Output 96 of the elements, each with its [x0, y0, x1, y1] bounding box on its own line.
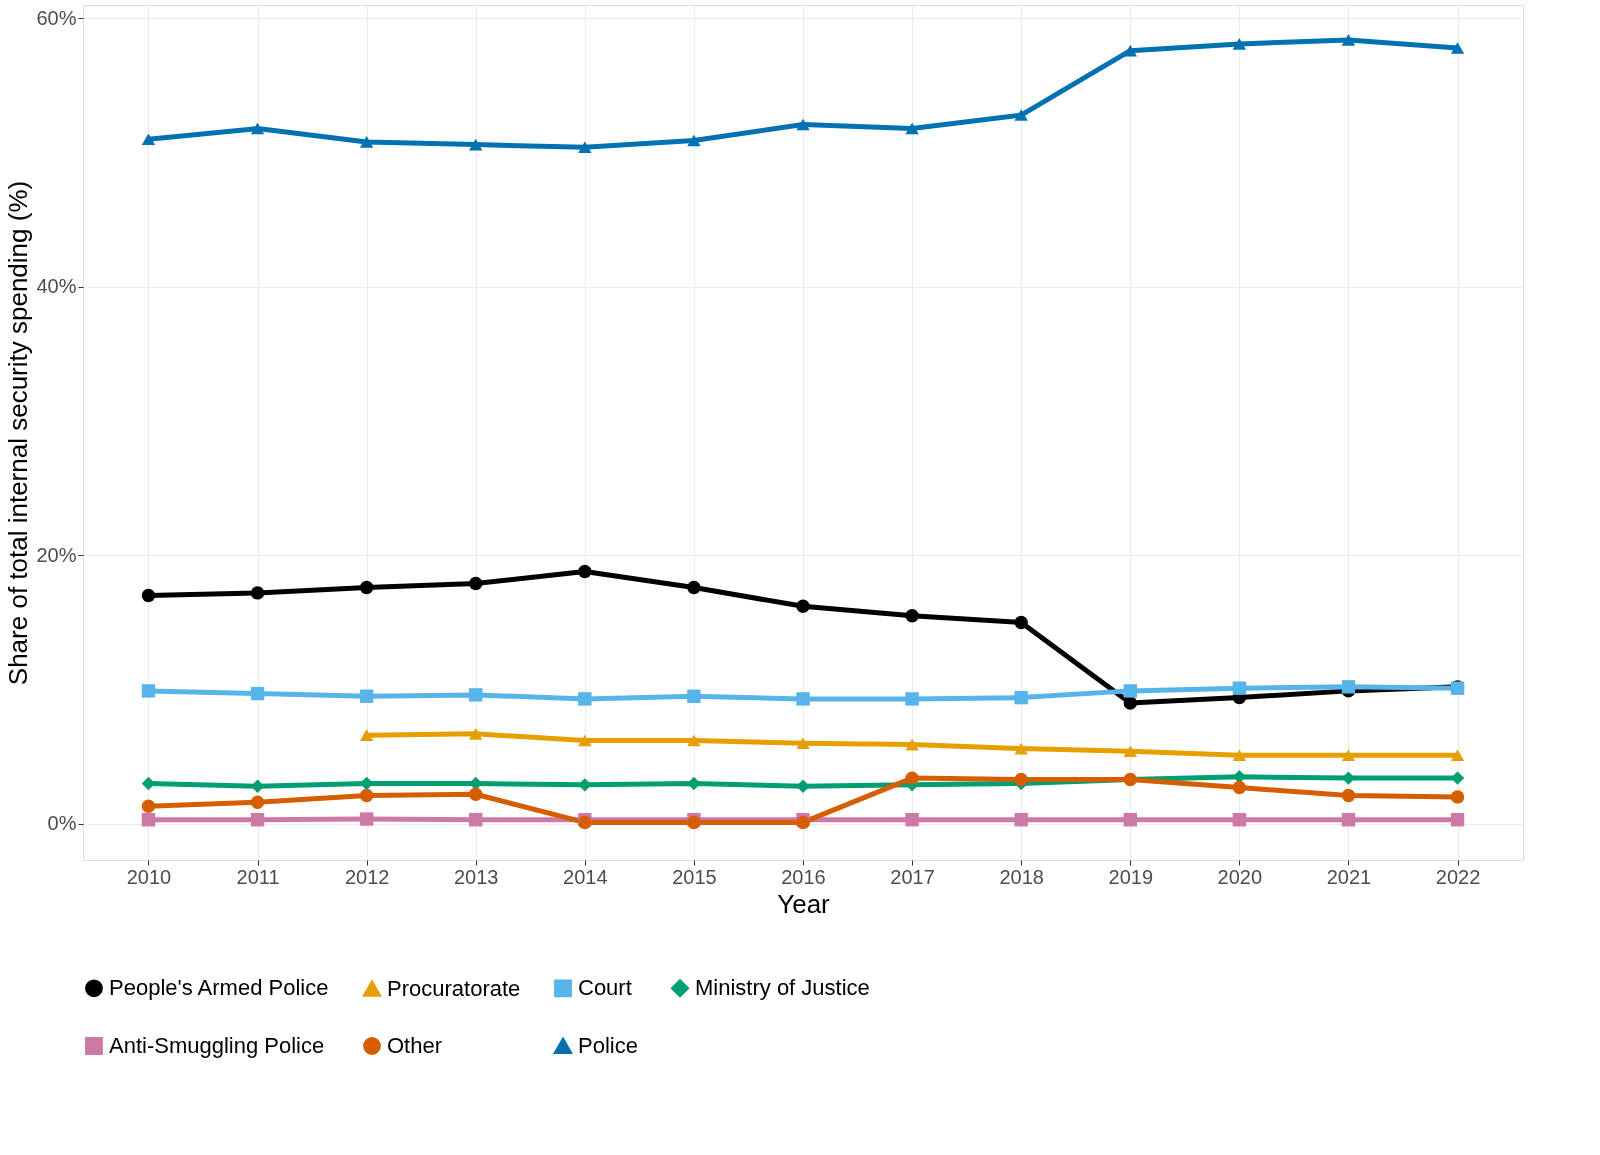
point	[250, 586, 265, 600]
point	[1341, 788, 1356, 803]
point	[578, 778, 592, 792]
legend-label: Police	[578, 1033, 638, 1058]
x-tick-label: 2012	[344, 865, 390, 888]
point	[796, 599, 810, 614]
point	[905, 738, 919, 751]
point	[359, 580, 374, 595]
point	[1014, 813, 1028, 827]
point	[250, 779, 265, 793]
x-tick-label: 2016	[781, 865, 826, 888]
point	[141, 133, 156, 146]
legend-label: Procuratorate	[387, 975, 521, 1001]
point	[905, 609, 919, 623]
point	[1123, 44, 1137, 57]
point	[905, 692, 919, 706]
point	[905, 813, 919, 827]
x-tick-label: 2013	[453, 865, 499, 888]
point	[1123, 684, 1137, 698]
point	[469, 138, 483, 151]
point	[250, 813, 265, 827]
point	[1232, 681, 1247, 695]
point	[141, 684, 156, 698]
x-tick-label: 2020	[1217, 865, 1263, 888]
point	[1450, 813, 1465, 827]
point	[1014, 772, 1028, 787]
x-tick-label: 2011	[236, 865, 280, 888]
point	[1123, 745, 1137, 758]
point	[469, 576, 483, 591]
point	[905, 122, 919, 135]
y-axis-title: Share of total internal security spending (%)	[3, 180, 34, 686]
point	[1450, 790, 1465, 804]
point	[141, 813, 156, 827]
point	[1341, 813, 1356, 827]
point	[250, 686, 265, 701]
point	[469, 728, 483, 740]
point	[905, 771, 919, 785]
point	[578, 141, 592, 154]
point	[687, 689, 701, 703]
point	[1232, 780, 1247, 795]
legend-label: Court	[578, 975, 632, 1001]
point	[687, 776, 701, 791]
point	[359, 136, 374, 148]
point	[1341, 680, 1356, 694]
point	[359, 689, 374, 703]
point	[687, 134, 701, 147]
x-tick-label: 2021	[1326, 865, 1372, 888]
point	[578, 734, 592, 747]
y-tick-label: 40%	[36, 275, 77, 298]
point	[1232, 813, 1247, 827]
point	[796, 692, 810, 706]
point	[469, 688, 483, 702]
legend-label: Anti-Smuggling Police	[109, 1033, 325, 1058]
x-tick-label: 2010	[126, 865, 172, 888]
point	[141, 588, 156, 603]
point	[359, 729, 374, 741]
point	[1014, 690, 1028, 705]
x-tick-label: 2017	[890, 865, 935, 888]
point	[141, 776, 156, 791]
point	[469, 787, 483, 801]
point	[687, 580, 701, 595]
x-tick-label: 2018	[999, 865, 1044, 888]
x-tick-label: 2014	[563, 865, 608, 888]
y-tick-label: 60%	[36, 6, 77, 29]
point	[796, 118, 810, 131]
point	[1014, 109, 1028, 121]
point	[250, 122, 265, 135]
x-tick-label: 2019	[1108, 865, 1154, 888]
point	[1123, 813, 1137, 827]
point	[250, 795, 265, 809]
point	[1450, 42, 1465, 54]
x-axis-title: Year	[777, 888, 831, 919]
point	[1014, 615, 1028, 630]
point	[1341, 34, 1356, 46]
x-tick-label: 2022	[1435, 865, 1481, 888]
point	[141, 799, 156, 814]
legend-label: People's Armed Police	[109, 975, 329, 1001]
point	[1232, 38, 1247, 50]
point	[578, 692, 592, 706]
point	[1341, 749, 1356, 762]
legend-label: Other	[387, 1033, 443, 1058]
legend-label: Ministry of Justice	[695, 975, 870, 1001]
point	[796, 779, 810, 793]
point	[1232, 749, 1247, 762]
point	[359, 812, 374, 826]
point	[469, 813, 483, 827]
point	[578, 564, 592, 579]
point	[1123, 696, 1137, 710]
point	[359, 788, 374, 803]
point	[1450, 749, 1465, 762]
x-tick-label: 2015	[672, 865, 717, 888]
point	[687, 734, 701, 747]
y-tick-label: 0%	[47, 812, 77, 835]
point	[1014, 742, 1028, 755]
point	[796, 737, 810, 750]
y-tick-label: 20%	[36, 543, 77, 566]
